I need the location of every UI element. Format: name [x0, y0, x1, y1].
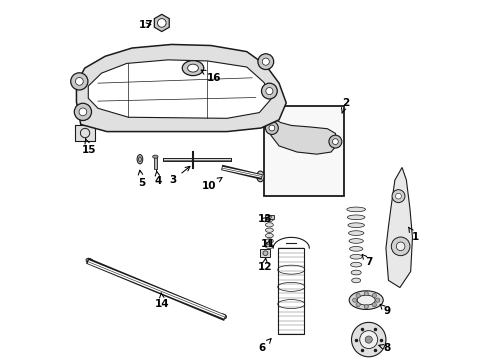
Text: 12: 12 [257, 258, 272, 272]
Text: 9: 9 [380, 304, 390, 316]
Text: 11: 11 [261, 239, 275, 249]
Circle shape [356, 302, 360, 307]
Circle shape [262, 83, 277, 99]
Text: 4: 4 [154, 170, 162, 186]
Ellipse shape [153, 155, 158, 158]
Bar [266, 215, 274, 220]
Circle shape [396, 242, 405, 251]
Ellipse shape [266, 228, 273, 232]
Circle shape [258, 54, 274, 69]
Circle shape [269, 125, 275, 131]
Bar [278, 248, 304, 334]
Ellipse shape [351, 262, 362, 267]
Ellipse shape [220, 314, 226, 319]
Ellipse shape [351, 270, 361, 275]
Ellipse shape [348, 223, 365, 228]
Text: 7: 7 [362, 254, 372, 267]
Text: 14: 14 [155, 293, 170, 309]
Circle shape [364, 292, 368, 296]
Polygon shape [154, 14, 169, 32]
Circle shape [79, 108, 87, 116]
Circle shape [157, 19, 166, 27]
Ellipse shape [137, 154, 143, 164]
Ellipse shape [188, 64, 198, 72]
Circle shape [392, 237, 410, 256]
Polygon shape [88, 60, 271, 118]
Ellipse shape [350, 255, 362, 259]
Polygon shape [386, 167, 413, 288]
Circle shape [266, 87, 273, 95]
Circle shape [395, 193, 401, 199]
Circle shape [329, 135, 342, 148]
Bar [74, 126, 96, 140]
Circle shape [356, 293, 360, 298]
Ellipse shape [86, 258, 94, 264]
Circle shape [351, 322, 386, 357]
Text: 6: 6 [259, 339, 271, 353]
Ellipse shape [263, 251, 268, 256]
Polygon shape [76, 44, 286, 132]
Circle shape [266, 122, 278, 134]
Ellipse shape [257, 171, 264, 182]
Ellipse shape [266, 223, 273, 227]
Bar [264, 107, 344, 196]
Ellipse shape [348, 231, 364, 235]
Text: 8: 8 [379, 343, 390, 353]
Circle shape [372, 302, 376, 307]
Text: 5: 5 [138, 170, 146, 188]
Circle shape [360, 330, 378, 348]
Text: 3: 3 [170, 166, 190, 185]
Circle shape [262, 58, 270, 65]
Circle shape [372, 293, 376, 298]
Text: 1: 1 [409, 227, 419, 242]
Ellipse shape [347, 215, 365, 220]
Circle shape [75, 77, 83, 85]
Text: 2: 2 [342, 98, 349, 113]
Ellipse shape [349, 247, 363, 251]
Text: 16: 16 [201, 70, 222, 83]
Text: 13: 13 [257, 215, 272, 224]
Ellipse shape [268, 216, 271, 219]
Ellipse shape [357, 295, 375, 305]
Ellipse shape [349, 291, 383, 310]
Ellipse shape [349, 239, 364, 243]
Bar [154, 157, 157, 168]
Text: 15: 15 [82, 139, 96, 154]
Ellipse shape [266, 239, 273, 243]
Ellipse shape [352, 278, 361, 283]
Circle shape [392, 190, 405, 203]
Text: 10: 10 [202, 177, 222, 191]
Circle shape [365, 336, 372, 343]
Circle shape [364, 305, 368, 309]
Ellipse shape [266, 217, 273, 222]
Circle shape [74, 103, 92, 121]
Ellipse shape [266, 233, 273, 238]
Polygon shape [267, 118, 338, 154]
Circle shape [353, 298, 357, 302]
Text: 17: 17 [139, 20, 154, 30]
Bar [260, 249, 270, 257]
Ellipse shape [347, 207, 366, 212]
Circle shape [71, 73, 88, 90]
Circle shape [333, 139, 338, 144]
Circle shape [375, 298, 380, 302]
Ellipse shape [182, 60, 204, 76]
Ellipse shape [266, 244, 273, 248]
